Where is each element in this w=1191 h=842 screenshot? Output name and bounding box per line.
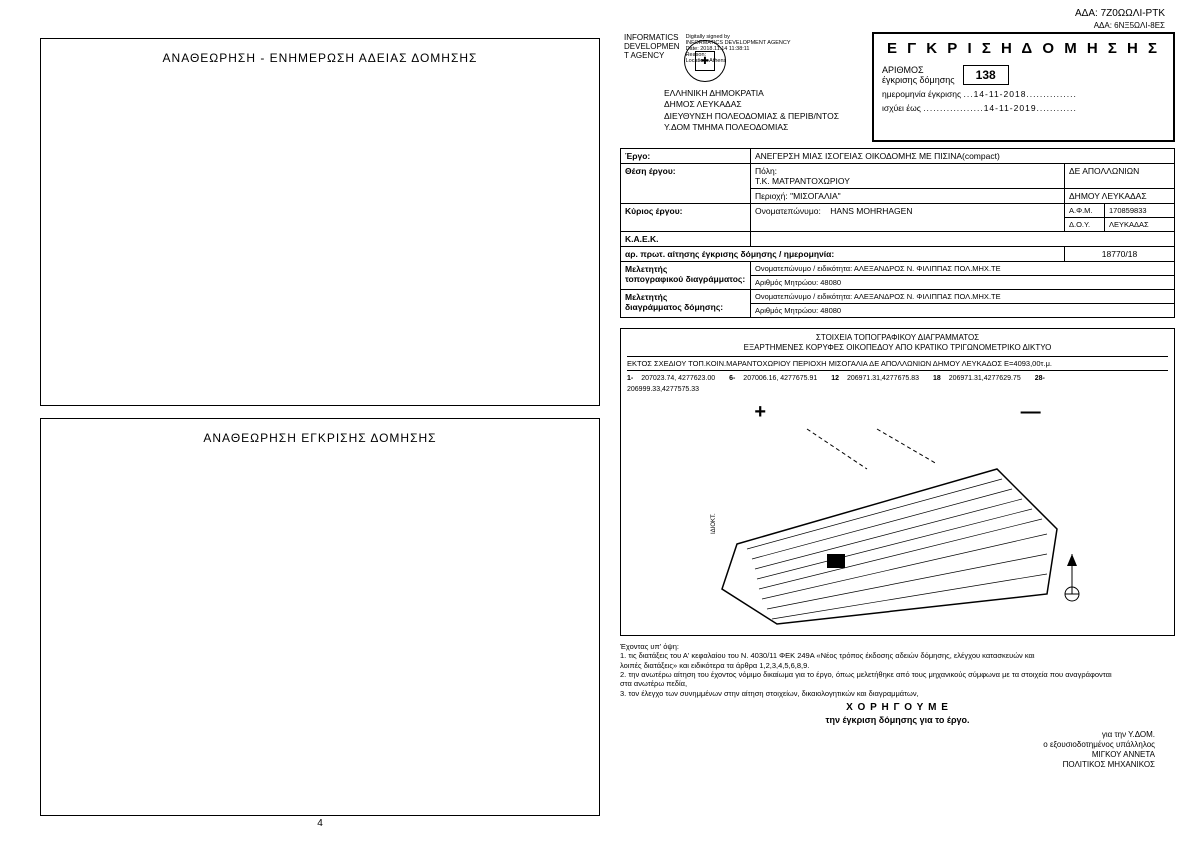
- dimou-val: ΔΗΜΟΥ ΛΕΥΚΑΔΑΣ: [1065, 189, 1175, 204]
- doy-lbl: Δ.Ο.Υ.: [1065, 218, 1105, 232]
- agency-l3: T AGENCY: [624, 52, 680, 61]
- mel2-v1: Ονοματεπώνυμο / ειδικότητα: ΑΛΕΞΑΝΔΡΟΣ Ν…: [751, 290, 1175, 304]
- svg-text:ΙΔΙΟΚΤ.: ΙΔΙΟΚΤ.: [711, 513, 717, 534]
- coords-row2: 206999.33,4277575.33: [627, 386, 1168, 393]
- footer-l2: 2. την ανωτέρω αίτηση του έχοντος νόμιμο…: [620, 670, 1175, 679]
- left-column: ΑΝΑΘΕΩΡΗΣΗ - ΕΝΗΜΕΡΩΣΗ ΑΔΕΙΑΣ ΔΟΜΗΣΗΣ ΑΝ…: [40, 38, 600, 816]
- footer-l3: 3. τον έλεγχο των συνημμένων στην αίτηση…: [620, 689, 1175, 698]
- header-row: INFORMATICS DEVELOPMEN T AGENCY Digitall…: [620, 32, 1175, 142]
- site-plan-diagram: +—: [627, 401, 1168, 631]
- coords-row: 1- 207023.74, 4277623.00 6- 207006.16, 4…: [627, 375, 1168, 382]
- afm-val: 170859833: [1105, 204, 1175, 218]
- topo-h1: ΣΤΟΙΧΕΙΑ ΤΟΠΟΓΡΑΦΙΚΟΥ ΔΙΑΓΡΑΜΜΑΤΟΣ: [627, 333, 1168, 343]
- kyrios-label: Κύριος έργου:: [621, 204, 751, 232]
- arprot-val: 18770/18: [1065, 247, 1175, 262]
- num-label: ΑΡΙΘΜΟΣ: [882, 65, 955, 75]
- poli-lbl: Πόλη:: [755, 166, 777, 176]
- box2-title: ΑΝΑΘΕΩΡΗΣΗ ΕΓΚΡΙΣΗΣ ΔΟΜΗΣΗΣ: [41, 419, 599, 445]
- footer-l1b: λοιπές διατάξεις» και ειδικότερα τα άρθρ…: [620, 661, 1175, 670]
- ergo-label: Έργο:: [621, 149, 751, 164]
- kaek-label: Κ.Α.Ε.Κ.: [621, 232, 751, 247]
- grant-text: Χ Ο Ρ Η Γ Ο Υ Μ Ε: [620, 702, 1175, 715]
- sig2: ο εξουσιοδοτημένος υπάλληλος: [620, 740, 1155, 750]
- ada-code-top: ΑΔΑ: 7Ζ0ΩΩΛΙ-ΡΤΚ: [620, 8, 1165, 19]
- afm-lbl: Α.Φ.Μ.: [1065, 204, 1105, 218]
- grant-text2: την έγκριση δόμησης για το έργο.: [620, 715, 1175, 726]
- date-approved: ...14-11-2018...............: [963, 89, 1076, 99]
- poli-val: Τ.Κ. ΜΑΤΡΑΝΤΟΧΩΡΙΟΥ: [755, 176, 850, 186]
- plot-svg: ΙΔΙΟΚΤ.: [627, 424, 1127, 634]
- gov-l3: ΔΙΕΥΘΥΝΣΗ ΠΟΛΕΟΔΟΜΙΑΣ & ΠΕΡΙΒ/ΝΤΟΣ: [664, 111, 864, 122]
- mel2-lbl: Μελετητής: [625, 292, 667, 302]
- perioxi-val: "ΜΙΣΟΓΑΛΙΑ": [790, 191, 841, 201]
- gov-l2: ΔΗΜΟΣ ΛΕΥΚΑΔΑΣ: [664, 99, 864, 110]
- mel2-v2: Αριθμός Μητρώου: 48080: [751, 304, 1175, 318]
- government-seal-icon: ✚: [684, 40, 726, 82]
- topographic-box: ΣΤΟΙΧΕΙΑ ΤΟΠΟΓΡΑΦΙΚΟΥ ΔΙΑΓΡΑΜΜΑΤΟΣ ΕΞΑΡΤ…: [620, 328, 1175, 636]
- mel1-lbl: Μελετητής: [625, 264, 667, 274]
- footer-text: Έχοντας υπ' όψη: 1. τις διατάξεις του Α'…: [620, 642, 1175, 770]
- date-approved-lbl: ημερομηνία έγκρισης: [882, 89, 961, 99]
- arprot-label: αρ. πρωτ. αίτησης έγκρισης δόμησης / ημε…: [621, 247, 1065, 262]
- footer-l1: 1. τις διατάξεις του Α' κεφαλαίου του Ν.…: [620, 651, 1175, 660]
- mel1-v2: Αριθμός Μητρώου: 48080: [751, 276, 1175, 290]
- onoma-lbl: Ονοματεπώνυμο:: [755, 206, 821, 216]
- revision-approval-box: ΑΝΑΘΕΩΡΗΣΗ ΕΓΚΡΙΣΗΣ ΔΟΜΗΣΗΣ 4: [40, 418, 600, 816]
- doy-val: ΛΕΥΚΑΔΑΣ: [1105, 218, 1175, 232]
- gov-l1: ΕΛΛΗΝΙΚΗ ΔΗΜΟΚΡΑΤΙΑ: [664, 88, 864, 99]
- plus-icon: +: [754, 401, 766, 424]
- valid-until-lbl: ισχύει έως: [882, 103, 921, 113]
- footer-intro: Έχοντας υπ' όψη:: [620, 642, 1175, 651]
- mel1-lbl2: τοπογραφικού διαγράμματος:: [625, 274, 745, 284]
- topo-h2: ΕΞΑΡΤΗΜΕΝΕΣ ΚΟΡΥΦΕΣ ΟΙΚΟΠΕΔΟΥ ΑΠΟ ΚΡΑΤΙΚ…: [627, 343, 1168, 353]
- ergo-value: ΑΝΕΓΕΡΣΗ ΜΙΑΣ ΙΣΟΓΕΙΑΣ ΟΙΚΟΔΟΜΗΣ ΜΕ ΠΙΣΙ…: [751, 149, 1175, 164]
- box1-title: ΑΝΑΘΕΩΡΗΣΗ - ΕΝΗΜΕΡΩΣΗ ΑΔΕΙΑΣ ΔΟΜΗΣΗΣ: [41, 39, 599, 65]
- thesi-label: Θέση έργου:: [621, 164, 751, 204]
- footer-l2b: στα ανωτέρω πεδία,: [620, 679, 1175, 688]
- government-lines: ΕΛΛΗΝΙΚΗ ΔΗΜΟΚΡΑΤΙΑ ΔΗΜΟΣ ΛΕΥΚΑΔΑΣ ΔΙΕΥΘ…: [664, 88, 864, 134]
- num-label2: έγκρισης δόμησης: [882, 75, 955, 85]
- sig4: ΠΟΛΙΤΙΚΟΣ ΜΗΧΑΝΙΚΟΣ: [620, 760, 1155, 770]
- approval-header-box: ✚ ΕΛΛΗΝΙΚΗ ΔΗΜΟΚΡΑΤΙΑ ΔΗΜΟΣ ΛΕΥΚΑΔΑΣ ΔΙΕ…: [872, 32, 1175, 142]
- ada-code-sub: ΑΔΑ: 6ΝΞ5ΩΛΙ-8ΕΣ: [620, 21, 1165, 30]
- approval-number: 138: [963, 65, 1009, 85]
- minus-icon: —: [1021, 401, 1041, 424]
- page-number: 4: [41, 818, 599, 829]
- sig1: για την Υ.ΔΟΜ.: [620, 730, 1155, 740]
- perioxi-lbl: Περιοχή:: [755, 191, 788, 201]
- de-val: ΔΕ ΑΠΟΛΛΩΝΙΩΝ: [1065, 164, 1175, 189]
- gov-l4: Υ.ΔΟΜ ΤΜΗΜΑ ΠΟΛΕΟΔΟΜΙΑΣ: [664, 122, 864, 133]
- onoma-val: HANS MOHRHAGEN: [830, 206, 912, 216]
- mel2-lbl2: διαγράμματος δόμησης:: [625, 302, 723, 312]
- topo-h3: ΕΚΤΟΣ ΣΧΕΔΙΟΥ ΤΟΠ.ΚΟΙΝ.ΜΑΡΑΝΤΟΧΩΡΙΟΥ ΠΕΡ…: [627, 356, 1168, 371]
- main-info-table: Έργο: ΑΝΕΓΕΡΣΗ ΜΙΑΣ ΙΣΟΓΕΙΑΣ ΟΙΚΟΔΟΜΗΣ Μ…: [620, 148, 1175, 318]
- right-column: ΑΔΑ: 7Ζ0ΩΩΛΙ-ΡΤΚ ΑΔΑ: 6ΝΞ5ΩΛΙ-8ΕΣ INFORM…: [620, 8, 1175, 770]
- valid-until: ..................14-11-2019............: [923, 103, 1077, 113]
- approval-title: Ε Γ Κ Ρ Ι Σ Η Δ Ο Μ Η Σ Η Σ: [882, 40, 1165, 57]
- sig3: ΜΙΓΚΟΥ ΑΝΝΕΤΑ: [620, 750, 1155, 760]
- mel1-v1: Ονοματεπώνυμο / ειδικότητα: ΑΛΕΞΑΝΔΡΟΣ Ν…: [751, 262, 1175, 276]
- revision-update-box: ΑΝΑΘΕΩΡΗΣΗ - ΕΝΗΜΕΡΩΣΗ ΑΔΕΙΑΣ ΔΟΜΗΣΗΣ: [40, 38, 600, 406]
